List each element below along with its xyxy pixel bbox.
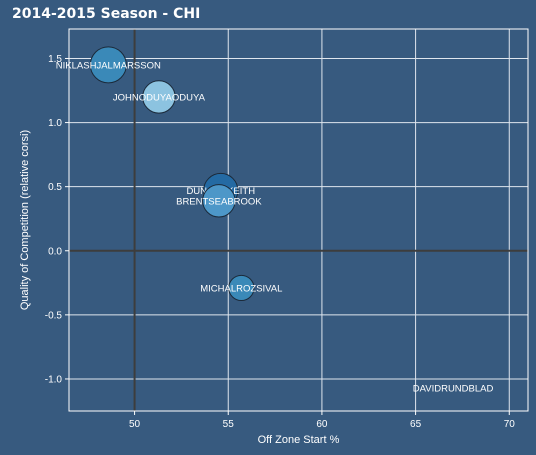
data-point-label: BRENTSEABROOK: [176, 196, 262, 207]
data-point: [142, 80, 176, 114]
x-tick-label: 65: [410, 419, 422, 430]
data-point: [228, 274, 255, 302]
x-tick-label: 60: [316, 419, 328, 430]
data-point-label: JOHNODUYAODUYA: [113, 92, 206, 103]
x-tick-label: 50: [129, 419, 141, 430]
y-axis-label: Quality of Competition (relative corsi): [19, 130, 31, 310]
data-point-label: NIKLASHJALMARSSON: [56, 60, 161, 71]
y-tick-label: 1.0: [48, 118, 62, 129]
y-tick-label: 0.0: [48, 246, 62, 257]
data-point-label: DAVIDRUNDBLAD: [413, 383, 494, 394]
tick-labels: 50 55 60 65 70 -1.0 -0.5 0.0 0.5 1.0 1.5: [45, 54, 515, 430]
plot-frame: [68, 28, 529, 412]
x-tick-label: 70: [504, 419, 516, 430]
y-tick-label: 0.5: [48, 182, 62, 193]
x-axis-label: Off Zone Start %: [258, 434, 340, 446]
chart-title: 2014-2015 Season - CHI: [12, 6, 201, 22]
reference-lines: [69, 29, 528, 411]
data-points: NIKLASHJALMARSSONJOHNODUYAODUYADUNCANKEI…: [56, 46, 494, 394]
data-point-label: MICHALROZSIVAL: [200, 283, 282, 294]
data-point: [202, 184, 236, 218]
y-tick-label: -1.0: [45, 374, 63, 385]
grid-lines: [69, 29, 528, 411]
data-point: [89, 46, 127, 84]
y-tick-label: 1.5: [48, 54, 62, 65]
y-tick-label: -0.5: [45, 310, 63, 321]
x-tick-label: 55: [223, 419, 235, 430]
plot-border: [68, 28, 529, 412]
